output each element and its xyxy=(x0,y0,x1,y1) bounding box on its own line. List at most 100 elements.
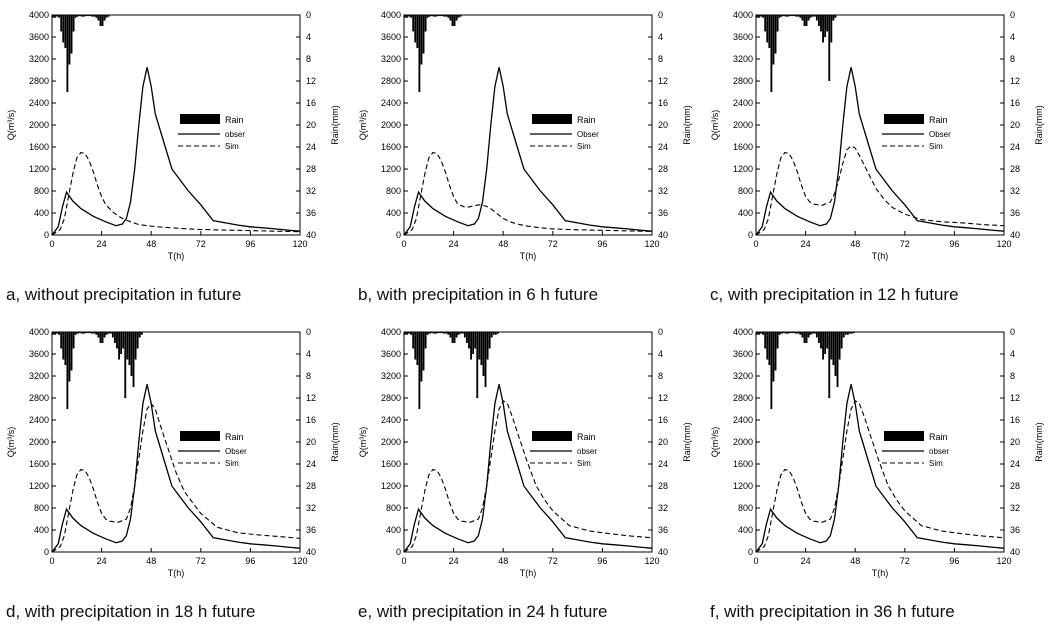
y2-tick-label: 16 xyxy=(306,98,316,108)
y-tick-label: 400 xyxy=(386,208,401,218)
rain-bar xyxy=(820,15,822,32)
rain-bar xyxy=(64,15,67,48)
rain-bar xyxy=(455,332,458,338)
rain-bar xyxy=(782,332,785,334)
rain-bar xyxy=(416,332,419,365)
rain-bar xyxy=(787,332,789,334)
y2-tick-label: 28 xyxy=(658,164,668,174)
rain-bar xyxy=(435,15,437,17)
x-tick-label: 72 xyxy=(900,556,910,566)
rain-bar xyxy=(760,332,762,334)
y-tick-label: 2000 xyxy=(733,437,753,447)
y-tick-label: 2000 xyxy=(733,120,753,130)
rain-bar xyxy=(488,332,491,349)
x-tick-label: 48 xyxy=(850,556,860,566)
y-tick-label: 2800 xyxy=(381,393,401,403)
rain-bar xyxy=(406,15,408,18)
y2-tick-label: 0 xyxy=(658,10,663,20)
y2-tick-label: 4 xyxy=(1010,32,1015,42)
y-tick-label: 1200 xyxy=(29,481,49,491)
y2-tick-label: 16 xyxy=(306,415,316,425)
observed-line xyxy=(51,67,301,236)
y-tick-label: 0 xyxy=(44,230,49,240)
rain-bar xyxy=(807,332,810,338)
rain-bar xyxy=(95,332,98,335)
rain-bar xyxy=(828,332,831,398)
rain-bar xyxy=(449,15,452,21)
x-tick-label: 120 xyxy=(644,556,659,566)
y-tick-label: 1600 xyxy=(381,459,401,469)
observed-line xyxy=(403,67,653,236)
rain-bar xyxy=(103,15,106,21)
x-tick-label: 96 xyxy=(245,239,255,249)
rain-bar xyxy=(130,332,133,376)
y-tick-label: 2800 xyxy=(733,76,753,86)
rain-bar xyxy=(776,332,779,349)
rain-bar xyxy=(430,15,433,17)
rain-bar xyxy=(756,15,758,18)
plot-frame xyxy=(51,14,301,236)
plot-frame xyxy=(755,331,1005,553)
y2-tick-label: 32 xyxy=(306,186,316,196)
y2-tick-label: 28 xyxy=(658,481,668,491)
chart-panel-b: 0 24 48 72 96 120 0 400 800 1200 1600 2000 2400 2800 3… xyxy=(352,0,702,317)
y2-tick-label: 16 xyxy=(658,415,668,425)
legend-label-observed: Obser xyxy=(225,447,247,456)
rain-bar xyxy=(768,332,771,365)
y-tick-label: 3200 xyxy=(733,371,753,381)
y2-tick-label: 40 xyxy=(306,230,316,240)
y-axis-label: Q(m³/s) xyxy=(6,427,16,458)
rain-bar xyxy=(418,332,421,409)
y-tick-label: 1600 xyxy=(733,142,753,152)
y2-tick-label: 28 xyxy=(1010,164,1020,174)
rain-bar xyxy=(68,15,71,65)
rain-bar xyxy=(468,332,470,349)
rain-bar xyxy=(822,332,824,360)
rain-bar xyxy=(70,332,73,371)
y-tick-label: 1200 xyxy=(733,481,753,491)
x-tick-label: 24 xyxy=(449,556,459,566)
rain-bar xyxy=(439,332,441,334)
rain-bar xyxy=(91,332,94,334)
x-tick-label: 48 xyxy=(850,239,860,249)
rain-bar xyxy=(758,332,760,335)
rain-bar xyxy=(772,332,775,382)
observed-line xyxy=(755,67,1005,236)
rain-bar xyxy=(447,332,450,335)
x-tick-label: 0 xyxy=(753,556,758,566)
rain-bar xyxy=(408,332,410,334)
rain-bar xyxy=(107,332,110,334)
y-tick-label: 3200 xyxy=(29,54,49,64)
chart-panel-c: 0 24 48 72 96 120 0 400 800 1200 1600 2000 2400 2800 3… xyxy=(704,0,1054,317)
rain-bar xyxy=(91,15,94,17)
y2-tick-label: 12 xyxy=(658,76,668,86)
y-tick-label: 400 xyxy=(386,525,401,535)
y-tick-label: 4000 xyxy=(29,327,49,337)
rain-bar xyxy=(797,15,800,17)
rain-bar xyxy=(99,332,102,343)
rain-bar xyxy=(780,332,783,334)
rain-bar xyxy=(437,15,439,17)
rain-bar xyxy=(95,15,98,18)
x-axis-label: T(h) xyxy=(168,568,185,578)
rain-bar xyxy=(760,15,762,17)
rain-bar xyxy=(834,332,837,376)
y2-axis-label: Rain(mm) xyxy=(682,422,692,462)
rain-bar xyxy=(52,15,54,18)
y2-tick-label: 8 xyxy=(306,371,311,381)
rain-bar xyxy=(840,332,843,349)
rain-bar xyxy=(832,332,835,365)
simulated-line xyxy=(403,399,653,553)
rain-bar xyxy=(408,15,410,17)
rain-bar xyxy=(410,15,413,18)
rain-bar xyxy=(76,15,79,17)
y2-tick-label: 28 xyxy=(306,164,316,174)
rain-bar xyxy=(126,332,129,360)
x-tick-label: 24 xyxy=(801,556,811,566)
chart-svg-f: 0 24 48 72 96 1200400800120016002000240028003… xyxy=(710,327,1044,578)
rain-bar xyxy=(766,15,769,43)
y2-tick-label: 4 xyxy=(306,32,311,42)
plot-frame xyxy=(51,331,301,553)
y-tick-label: 2400 xyxy=(733,415,753,425)
